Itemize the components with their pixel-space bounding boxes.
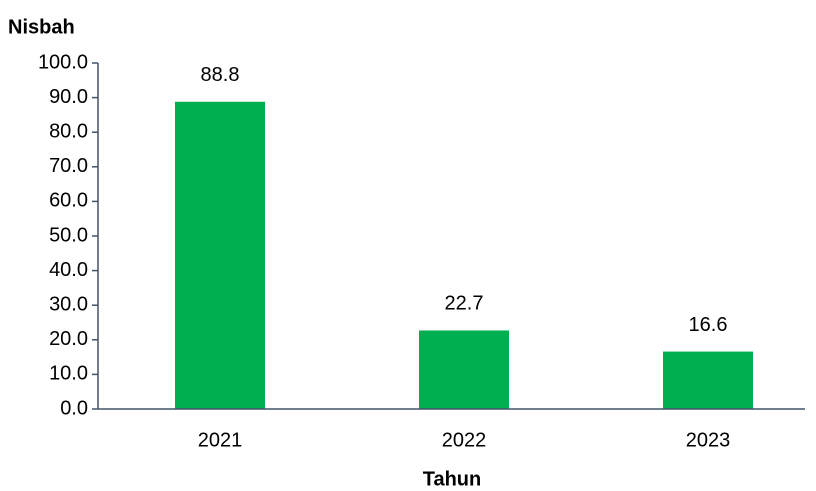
y-tick-label: 0.0 <box>60 397 88 419</box>
x-tick-label: 2023 <box>686 429 731 451</box>
y-tick-label: 70.0 <box>49 155 88 177</box>
bar <box>663 351 753 409</box>
data-label: 16.6 <box>689 314 728 336</box>
y-axis-label: Nisbah <box>8 16 75 38</box>
y-tick-label: 40.0 <box>49 259 88 281</box>
y-tick-label: 50.0 <box>49 224 88 246</box>
y-tick-label: 90.0 <box>49 86 88 108</box>
y-tick-label: 60.0 <box>49 190 88 212</box>
x-tick-label: 2022 <box>442 429 487 451</box>
y-tick-label: 30.0 <box>49 293 88 315</box>
y-tick-label: 10.0 <box>49 363 88 385</box>
data-label: 88.8 <box>201 64 240 86</box>
data-label: 22.7 <box>445 293 484 315</box>
x-tick-label: 2021 <box>198 429 243 451</box>
y-tick-label: 80.0 <box>49 120 88 142</box>
y-tick-label: 100.0 <box>38 51 88 73</box>
x-axis-label: Tahun <box>423 468 482 490</box>
bar <box>419 330 509 409</box>
bar <box>175 101 265 409</box>
y-tick-label: 20.0 <box>49 328 88 350</box>
